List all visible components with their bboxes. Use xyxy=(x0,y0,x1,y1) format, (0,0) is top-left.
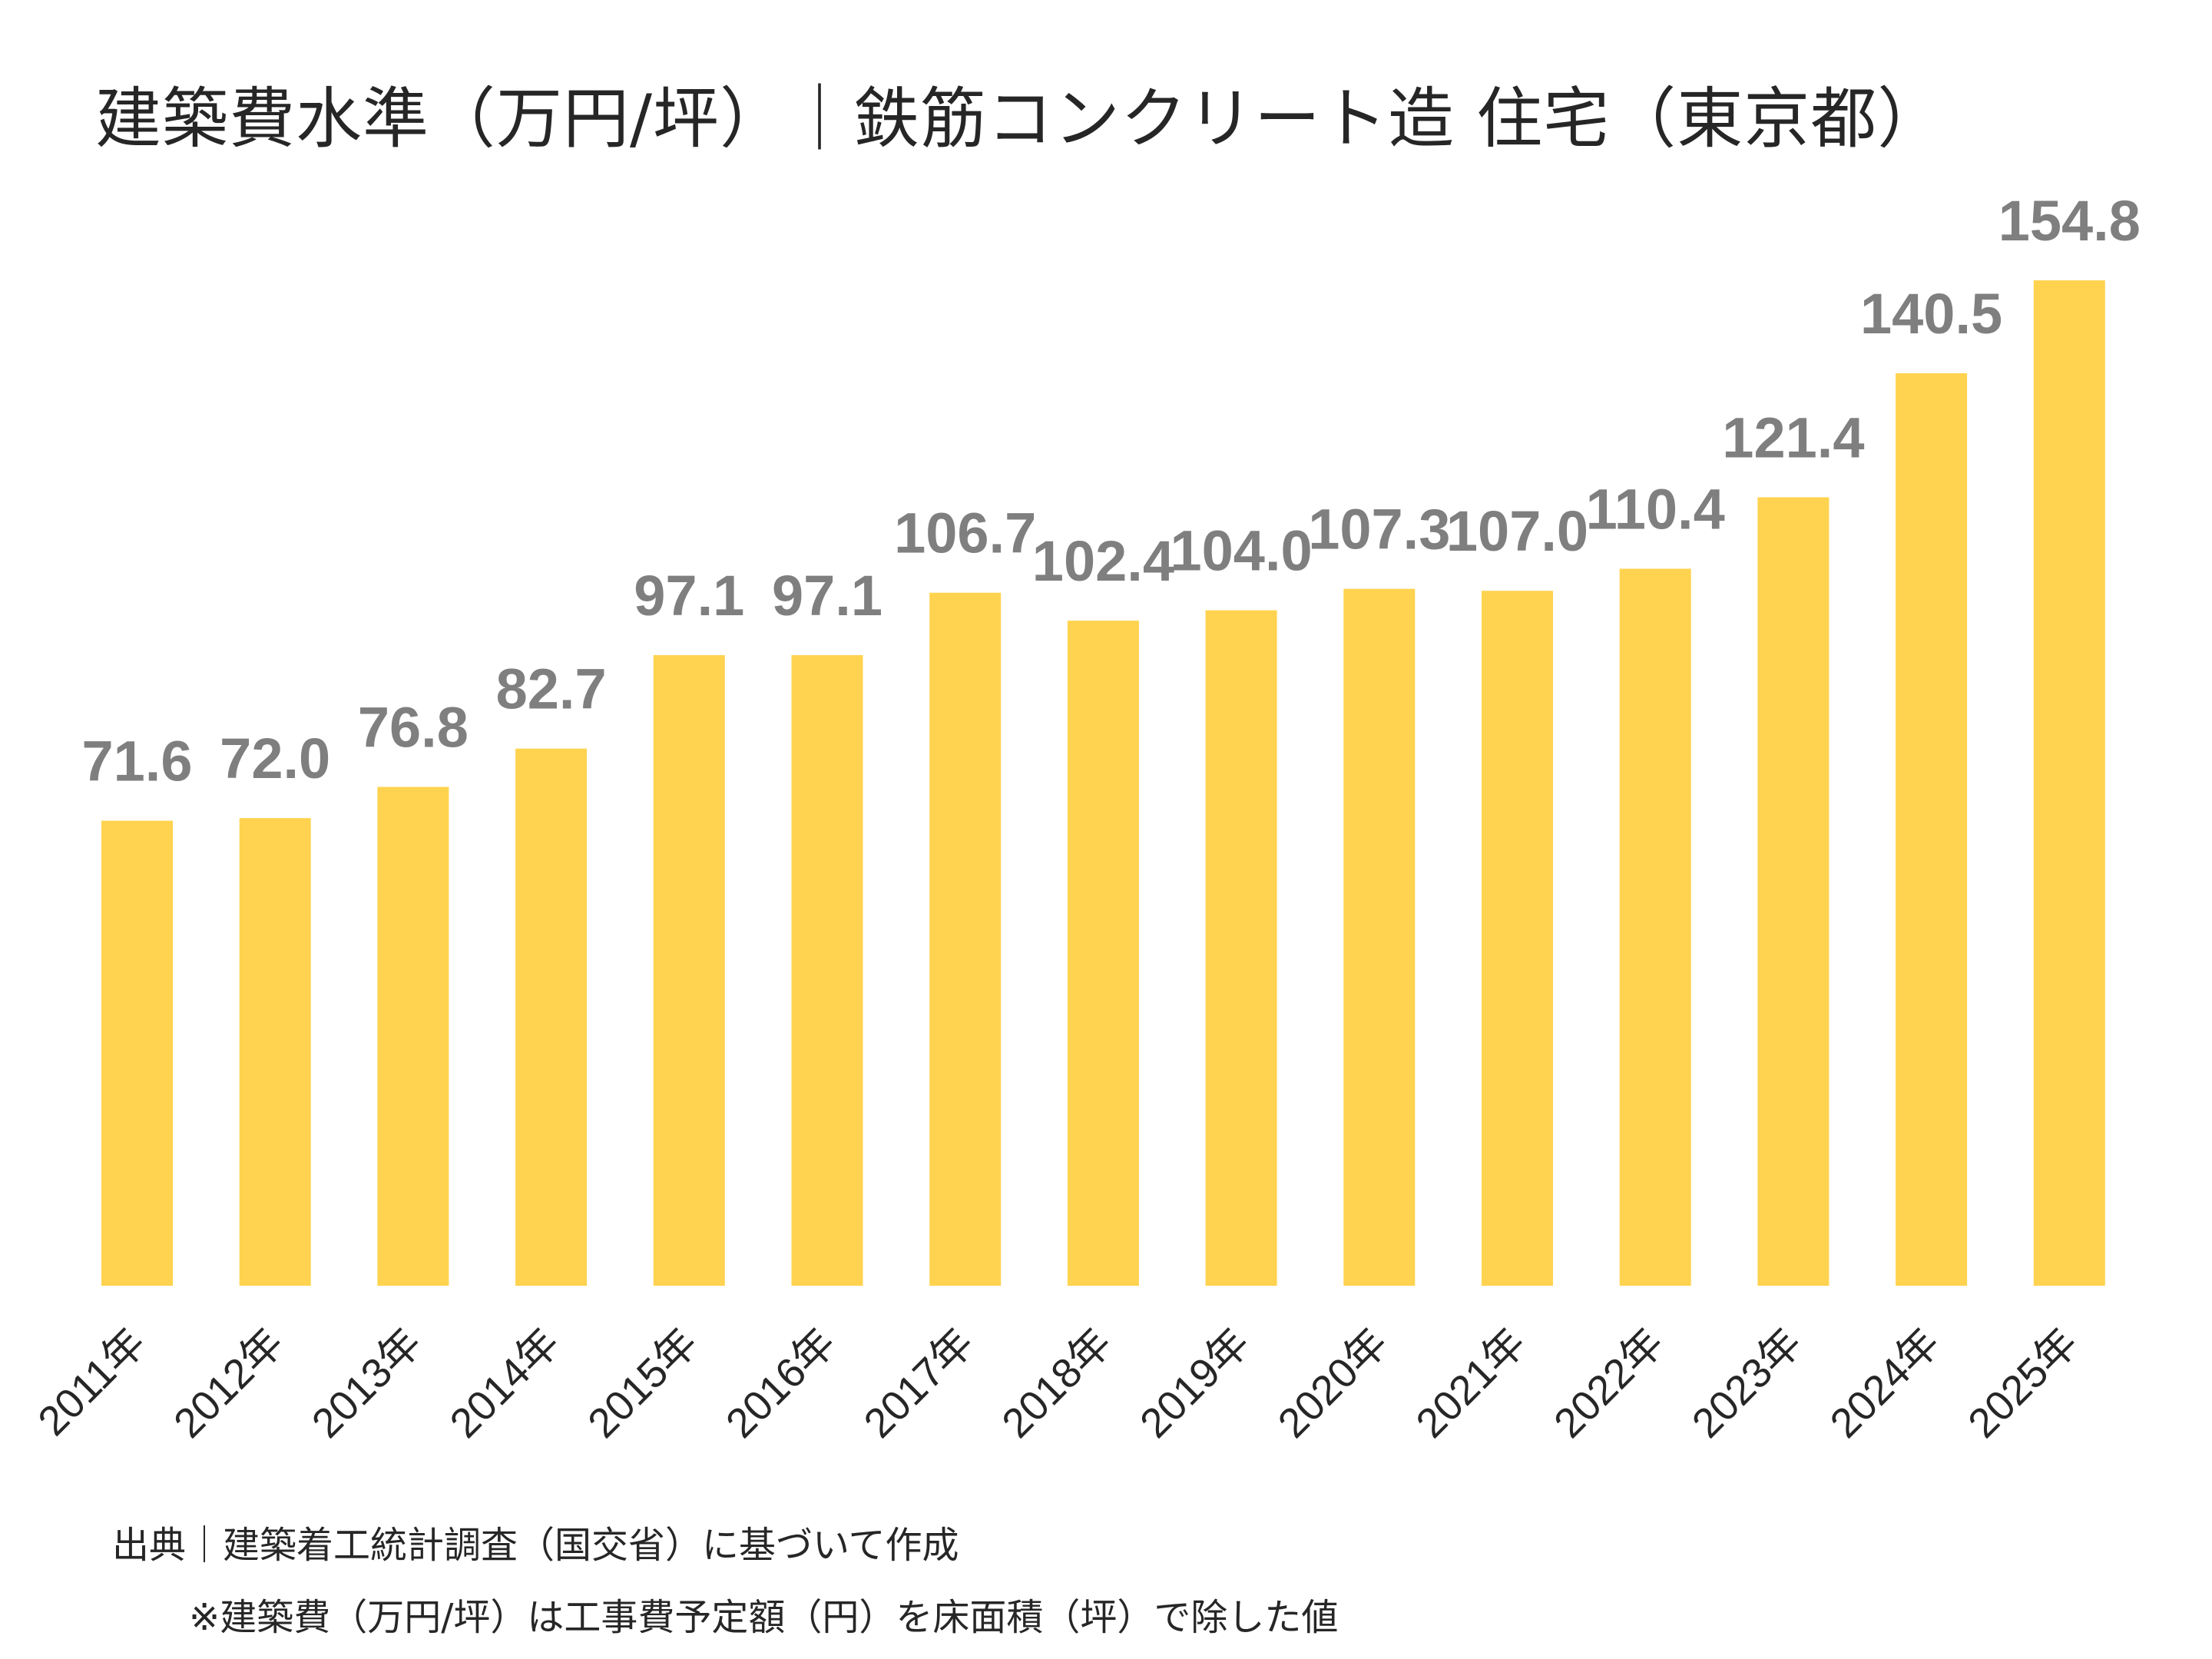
bar-2012年 xyxy=(239,818,311,1286)
bar-2019年 xyxy=(1205,610,1277,1286)
x-tick-label: 2012年 xyxy=(165,1320,293,1447)
bar-2013年 xyxy=(377,786,449,1286)
data-label: 106.7 xyxy=(894,502,1036,565)
bar-2015年 xyxy=(653,654,725,1286)
data-label: 76.8 xyxy=(358,696,469,760)
data-label: 71.6 xyxy=(81,730,192,793)
data-label: 107.0 xyxy=(1446,499,1588,563)
data-label: 82.7 xyxy=(496,657,607,721)
data-label: 102.4 xyxy=(1032,529,1174,593)
x-tick-label: 2014年 xyxy=(442,1320,569,1447)
bar-2023年 xyxy=(1757,497,1830,1286)
bar-2021年 xyxy=(1482,591,1553,1286)
x-tick-label: 2024年 xyxy=(1822,1320,1949,1447)
bar-2020年 xyxy=(1343,588,1416,1286)
bar-2016年 xyxy=(791,654,863,1286)
data-label: 97.1 xyxy=(772,564,882,628)
bar-2017年 xyxy=(929,592,1002,1286)
bar-2014年 xyxy=(515,748,588,1286)
chart-title: 建築費水準（万円/坪）｜鉄筋コンクリート造 住宅（東京都） xyxy=(95,81,1945,157)
x-tick-label: 2022年 xyxy=(1545,1320,1673,1447)
bar-2011年 xyxy=(101,820,173,1286)
x-tick-label: 2025年 xyxy=(1959,1320,2087,1447)
bar-2024年 xyxy=(1896,373,1968,1286)
data-label: 104.0 xyxy=(1171,519,1313,583)
data-label: 107.3 xyxy=(1308,498,1450,561)
footnote: ※建築費（万円/坪）は工事費予定額（円）を床面積（坪）で除した値 xyxy=(189,1596,1339,1639)
x-tick-label: 2011年 xyxy=(29,1320,154,1445)
bar-2022年 xyxy=(1619,568,1691,1286)
data-label: 140.5 xyxy=(1860,282,2002,346)
bar-2025年 xyxy=(2033,280,2105,1286)
x-tick-label: 2023年 xyxy=(1684,1320,1811,1447)
data-label: 110.4 xyxy=(1586,477,1725,541)
data-label: 72.0 xyxy=(220,727,330,790)
x-tick-label: 2020年 xyxy=(1270,1320,1397,1447)
x-tick-label: 2016年 xyxy=(717,1320,845,1447)
x-tick-label: 2018年 xyxy=(993,1320,1121,1447)
x-tick-label: 2017年 xyxy=(856,1320,983,1447)
data-label: 97.1 xyxy=(634,564,744,628)
bar-2018年 xyxy=(1067,621,1139,1286)
x-tick-label: 2013年 xyxy=(303,1320,431,1447)
x-tick-label: 2021年 xyxy=(1407,1320,1535,1447)
x-tick-label: 2015年 xyxy=(579,1320,707,1447)
x-tick-label: 2019年 xyxy=(1131,1320,1259,1447)
data-label: 121.4 xyxy=(1722,406,1864,469)
source-note: 出典｜建築着工統計調査（国交省）に基づいて作成 xyxy=(112,1524,959,1567)
data-label: 154.8 xyxy=(1998,189,2141,253)
